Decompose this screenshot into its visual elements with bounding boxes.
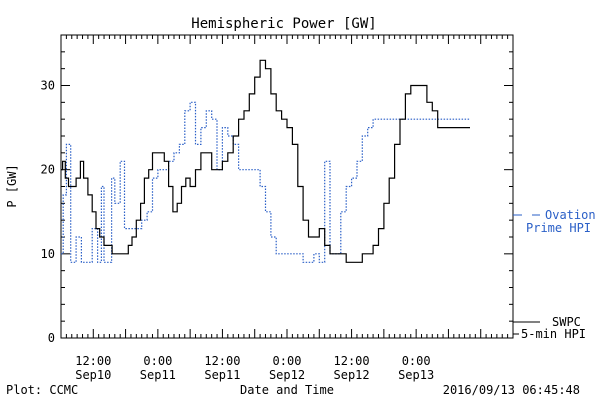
x-tick-label-time: 12:00 [75, 354, 111, 368]
x-tick-label-time: 0:00 [273, 354, 302, 368]
series-swpc-line [61, 59, 470, 263]
y-tick-label: 20 [41, 163, 55, 177]
chart-title: Hemispheric Power [GW] [191, 16, 376, 32]
x-tick-label-date: Sep11 [140, 368, 176, 382]
x-tick-label-date: Sep10 [75, 368, 111, 382]
legend-ovation-line1: Ovation [545, 208, 596, 222]
y-tick-label: 10 [41, 247, 55, 261]
x-tick-label-time: 0:00 [402, 354, 431, 368]
x-axis-ticks: 12:00Sep100:00Sep1112:00Sep110:00Sep1212… [65, 35, 509, 382]
legend-swpc: SWPC 5-min HPI [513, 315, 586, 341]
y-tick-label: 30 [41, 79, 55, 93]
legend-swpc-line2: 5-min HPI [521, 327, 586, 341]
footer-timestamp: 2016/09/13 06:45:48 [443, 383, 580, 397]
x-axis-label: Date and Time [240, 383, 334, 397]
y-tick-label: 0 [48, 331, 55, 345]
y-axis-label: P [GW] [5, 164, 19, 207]
x-tick-label-time: 0:00 [143, 354, 172, 368]
x-tick-label-date: Sep12 [334, 368, 370, 382]
legend-ovation-line2: Prime HPI [526, 221, 591, 235]
x-tick-label-date: Sep13 [398, 368, 434, 382]
y-axis-ticks: 0 10 20 30 [41, 34, 513, 345]
x-tick-label-date: Sep11 [204, 368, 240, 382]
series-layer [61, 59, 470, 263]
series-ovation-line [61, 101, 470, 263]
x-tick-label-time: 12:00 [334, 354, 370, 368]
legend-swpc-line1: SWPC [552, 315, 581, 329]
legend-ovation: Ovation Prime HPI [513, 208, 596, 235]
x-tick-label-time: 12:00 [204, 354, 240, 368]
footer-credit: Plot: CCMC [6, 383, 78, 397]
x-tick-label-date: Sep12 [269, 368, 305, 382]
plot-frame [60, 34, 514, 339]
